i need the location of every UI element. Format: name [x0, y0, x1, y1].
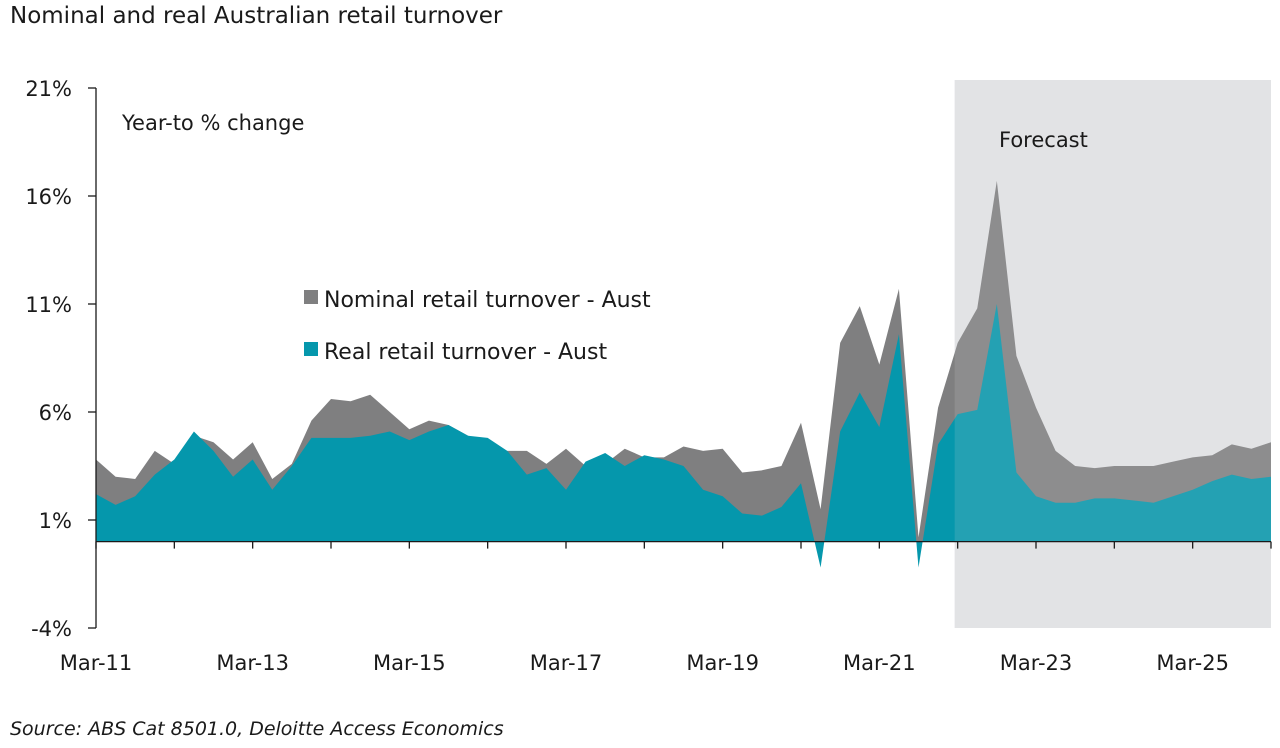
x-tick-label: Mar-23 — [1000, 651, 1073, 675]
y-tick-label: 21% — [25, 77, 72, 101]
y-tick-label: 16% — [25, 185, 72, 209]
chart-title: Nominal and real Australian retail turno… — [10, 3, 503, 29]
source-note: Source: ABS Cat 8501.0, Deloitte Access … — [10, 718, 504, 740]
y-tick-label: 1% — [39, 509, 72, 533]
y-axis-ticks: -4% 1% 6% 11% 16% 21% — [25, 77, 96, 641]
legend-label-nominal: Nominal retail turnover - Aust — [324, 288, 651, 313]
legend-swatch-real — [304, 342, 318, 356]
y-axis-label: Year-to % change — [121, 111, 304, 135]
x-axis-ticks: Mar-11 Mar-13 Mar-15 Mar-17 Mar-19 Mar-21 Mar-… — [60, 541, 1272, 675]
x-tick-label: Mar-17 — [530, 651, 603, 675]
x-tick-label: Mar-21 — [843, 651, 916, 675]
x-tick-label: Mar-15 — [373, 651, 446, 675]
legend: Nominal retail turnover - Aust Real reta… — [304, 288, 651, 365]
x-tick-label: Mar-25 — [1156, 651, 1229, 675]
real-area — [96, 304, 1271, 568]
x-tick-label: Mar-11 — [60, 651, 133, 675]
legend-swatch-nominal — [304, 290, 318, 304]
series-areas — [96, 80, 1271, 628]
y-tick-label: -4% — [31, 617, 72, 641]
x-tick-label: Mar-13 — [216, 651, 289, 675]
y-tick-label: 6% — [39, 401, 72, 425]
x-tick-label: Mar-19 — [686, 651, 759, 675]
axes — [95, 88, 1271, 628]
legend-label-real: Real retail turnover - Aust — [324, 340, 607, 365]
forecast-overlay — [954, 80, 1271, 628]
y-tick-label: 11% — [25, 293, 72, 317]
forecast-label: Forecast — [999, 128, 1088, 152]
